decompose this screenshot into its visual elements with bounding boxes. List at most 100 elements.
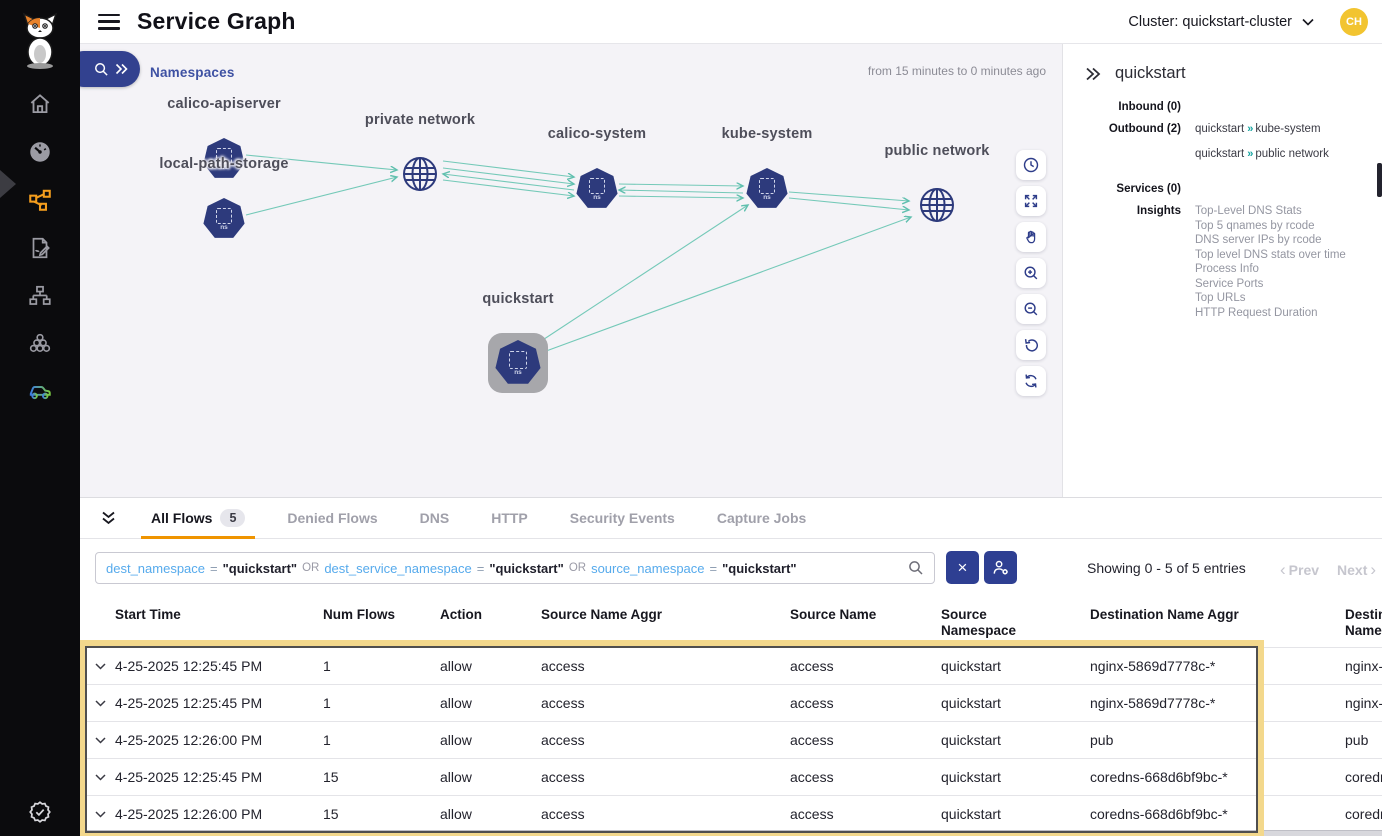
namespace-icon: ns: [746, 168, 788, 208]
double-chevron-right-icon: [115, 63, 128, 75]
sidebar-item-network[interactable]: [24, 280, 56, 312]
graph-node-quickstart-selected[interactable]: quickstart ns: [482, 291, 553, 393]
table-row[interactable]: 4-25-2025 12:25:45 PM 1 allow access acces…: [80, 684, 1382, 721]
tab-http[interactable]: HTTP: [491, 510, 528, 526]
graph-node-kube-system[interactable]: kube-system ns: [722, 126, 812, 210]
double-chevron-down-icon: [102, 511, 115, 524]
graph-edges: [245, 154, 1062, 355]
row-expand-icon[interactable]: [95, 662, 106, 670]
collapse-flows-button[interactable]: [100, 511, 117, 526]
sidebar-item-verified[interactable]: [24, 796, 56, 828]
undo-icon: [1024, 339, 1038, 352]
zoom-out-button[interactable]: [1016, 294, 1046, 324]
search-icon[interactable]: [908, 560, 924, 576]
outbound-label: Outbound (2): [1108, 123, 1181, 135]
prev-page-button[interactable]: ‹ Prev: [1280, 560, 1320, 579]
close-icon: ×: [957, 557, 968, 577]
tab-dns[interactable]: DNS: [419, 510, 450, 526]
zoom-in-button[interactable]: [1016, 258, 1046, 288]
graph-toolbar: [1016, 150, 1046, 396]
table-row[interactable]: 4-25-2025 12:26:00 PM 1 allow access acces…: [80, 721, 1382, 758]
clear-filter-button[interactable]: ×: [946, 551, 979, 584]
graph-search-pill[interactable]: [80, 51, 140, 87]
page-title: Service Graph: [137, 8, 296, 34]
tab-all-flows[interactable]: All Flows 5: [141, 498, 256, 539]
insight-item[interactable]: Top level DNS stats over time: [1195, 248, 1346, 261]
insights-label: Insights: [1136, 205, 1181, 217]
namespace-icon: ns: [203, 198, 245, 238]
zoom-out-icon: [1024, 302, 1038, 316]
col-header[interactable]: Destination Name: [1345, 607, 1382, 638]
insight-item[interactable]: HTTP Request Duration: [1195, 306, 1318, 319]
col-header[interactable]: Num Flows: [323, 607, 396, 622]
graph-node-calico-system[interactable]: calico-system ns: [548, 126, 646, 210]
horizontal-scrollbar[interactable]: [80, 830, 1382, 836]
col-header[interactable]: Action: [440, 607, 482, 622]
insight-item[interactable]: Service Ports: [1195, 277, 1264, 290]
avatar[interactable]: CH: [1340, 7, 1368, 36]
service-graph-canvas[interactable]: Namespaces from 15 minutes to 0 minutes …: [80, 44, 1062, 497]
outbound-entry[interactable]: quickstart » kube-system: [1195, 123, 1321, 135]
gauge-icon: [30, 142, 50, 162]
col-header[interactable]: Source Name: [790, 607, 877, 622]
customize-columns-button[interactable]: [984, 551, 1017, 584]
flows-table: Start Time Num Flows Action Source Name …: [80, 598, 1382, 832]
collapse-panel-icon[interactable]: [1085, 66, 1101, 82]
flows-filterbar: dest_namespace = "quickstart" OR dest_servic…: [80, 539, 1382, 598]
sidebar-item-reports[interactable]: [24, 232, 56, 264]
refresh-button[interactable]: [1016, 366, 1046, 396]
cluster-selector[interactable]: Cluster: quickstart-cluster: [1128, 14, 1314, 30]
insight-item[interactable]: Top 5 qnames by rcode: [1195, 219, 1315, 232]
flows-query-input[interactable]: dest_namespace = "quickstart" OR dest_servic…: [95, 552, 935, 584]
tab-denied-flows[interactable]: Denied Flows: [287, 510, 378, 526]
zoom-in-icon: [1024, 266, 1038, 280]
sidebar-item-service-graph[interactable]: [24, 184, 56, 216]
table-row[interactable]: 4-25-2025 12:26:00 PM 15 allow access acce…: [80, 795, 1382, 832]
search-icon: [95, 62, 108, 76]
sitemap-icon: [29, 285, 51, 305]
tab-capture-jobs[interactable]: Capture Jobs: [716, 510, 807, 526]
sidebar-item-clusters[interactable]: [24, 328, 56, 360]
table-row[interactable]: 4-25-2025 12:25:45 PM 1 allow access acces…: [80, 647, 1382, 684]
row-expand-icon[interactable]: [95, 810, 106, 818]
pan-button[interactable]: [1016, 222, 1046, 252]
sidebar-item-home[interactable]: [24, 88, 56, 120]
home-icon: [30, 94, 50, 114]
insight-item[interactable]: Top URLs: [1195, 292, 1246, 304]
insight-item[interactable]: Process Info: [1195, 263, 1259, 275]
col-header[interactable]: Destination Name Aggr: [1090, 607, 1239, 622]
row-expand-icon[interactable]: [95, 699, 106, 707]
undo-button[interactable]: [1016, 330, 1046, 360]
sidebar-item-flow-visualizations[interactable]: [24, 375, 56, 407]
cluster-selector-label: Cluster: quickstart-cluster: [1128, 13, 1292, 30]
user-gear-icon: [993, 560, 1008, 575]
fit-screen-button[interactable]: [1016, 186, 1046, 216]
next-page-button[interactable]: Next ›: [1337, 560, 1377, 579]
tab-security-events[interactable]: Security Events: [569, 510, 675, 526]
table-row[interactable]: 4-25-2025 12:25:45 PM 15 allow access acce…: [80, 758, 1382, 795]
graph-node-calico-apiserver[interactable]: calico-apiserver ns: [167, 96, 281, 180]
service-graph-icon: [29, 189, 51, 211]
hamburger-menu-icon[interactable]: [98, 13, 120, 30]
graph-node-local-path-storage[interactable]: local-path-storage ns: [159, 156, 288, 240]
panel-scrollbar[interactable]: [1377, 163, 1382, 197]
calico-cat-logo[interactable]: [18, 10, 62, 70]
graph-node-private-network[interactable]: private network: [365, 112, 475, 194]
clock-icon: [1023, 157, 1039, 173]
graph-node-public-network[interactable]: public network: [884, 143, 989, 225]
breadcrumb[interactable]: Namespaces: [150, 65, 235, 80]
services-label: Services (0): [1116, 183, 1181, 195]
refresh-icon: [1025, 374, 1037, 388]
row-expand-icon[interactable]: [95, 736, 106, 744]
row-expand-icon[interactable]: [95, 773, 106, 781]
insight-item[interactable]: Top-Level DNS Stats: [1195, 205, 1302, 217]
time-settings-button[interactable]: [1016, 150, 1046, 180]
col-header[interactable]: Source Namespace: [941, 607, 1017, 638]
globe-icon: [403, 157, 437, 191]
col-header[interactable]: Start Time: [115, 607, 181, 622]
col-header[interactable]: Source Name Aggr: [541, 607, 663, 622]
sidebar-item-dashboard[interactable]: [24, 136, 56, 168]
insight-item[interactable]: DNS server IPs by rcode: [1195, 234, 1322, 246]
outbound-entry[interactable]: quickstart » public network: [1195, 148, 1329, 160]
